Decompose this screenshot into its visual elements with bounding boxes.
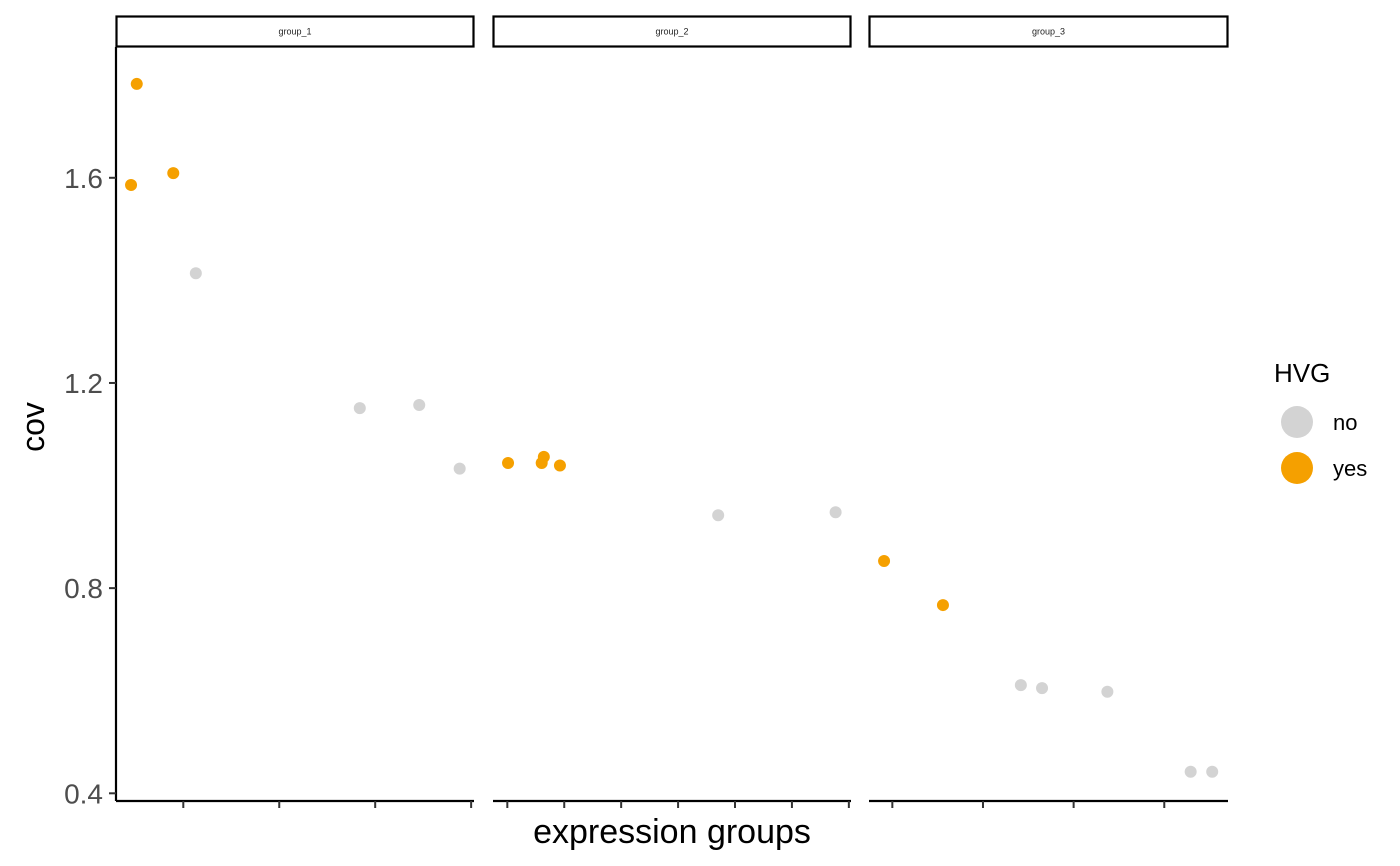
legend-title: HVG [1274,358,1330,388]
x-axis-title: expression groups [533,813,811,851]
point-hvg-no [1101,685,1114,698]
y-tick-label: 1.6 [64,163,103,194]
point-hvg-no [712,509,725,522]
legend-key-yes [1281,452,1313,484]
point-hvg-no [1206,765,1219,778]
point-hvg-yes [130,77,143,90]
y-axis-title: cov [15,402,51,452]
point-hvg-no [1036,682,1049,695]
legend-label-yes: yes [1333,456,1367,481]
y-tick-label: 1.2 [64,368,103,399]
facet-label-1: group_1 [278,27,311,37]
facet-strips: group_1 group_2 group_3 [115,15,1229,48]
axes: 0.4 0.8 1.2 1.6 [64,47,1228,809]
point-hvg-yes [878,554,891,567]
point-hvg-yes [125,178,138,191]
point-hvg-no [353,402,366,415]
point-hvg-no [413,399,426,412]
facet-strip-2 [492,15,852,48]
point-hvg-yes [553,459,566,472]
point-hvg-yes [167,167,180,180]
point-hvg-yes [537,450,550,463]
point-hvg-no [189,267,202,280]
point-hvg-no [829,506,842,519]
facet-strip-1 [115,15,475,48]
point-hvg-no [1014,679,1027,692]
point-hvg-yes [936,599,949,612]
facet-label-3: group_3 [1032,27,1065,37]
legend-label-no: no [1333,410,1357,435]
point-hvg-no [453,462,466,475]
point-hvg-yes [502,456,515,469]
y-tick-label: 0.8 [64,573,103,604]
point-hvg-no [1184,765,1197,778]
legend-key-no [1281,406,1313,438]
facet-label-2: group_2 [655,27,688,37]
y-tick-label: 0.4 [64,778,103,809]
data-points [125,77,1219,778]
facet-strip-3 [868,15,1229,48]
